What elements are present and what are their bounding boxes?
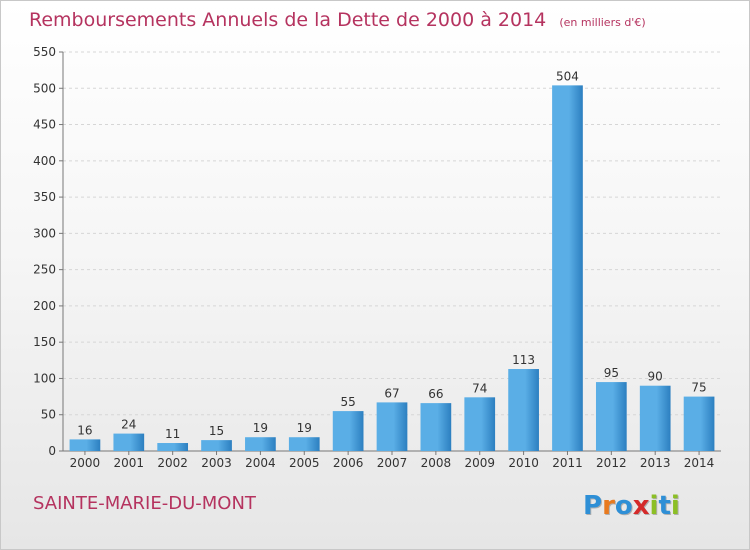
bar-value-label: 66 [428,387,443,401]
bar [639,385,671,451]
bar-value-label: 95 [604,366,619,380]
x-tick-label: 2002 [157,456,188,470]
bar-value-label: 67 [384,386,399,400]
logo-letter: r [602,491,615,521]
bar [288,437,320,451]
y-tick-label: 300 [33,226,56,240]
x-tick-label: 2001 [114,456,145,470]
logo-letter: P [583,491,603,521]
chart-title: Remboursements Annuels de la Dette de 20… [29,9,547,31]
y-tick-label: 400 [33,154,56,168]
x-tick-label: 2005 [289,456,320,470]
y-tick-label: 350 [33,190,56,204]
chart-subtitle: (en milliers d'€) [559,16,646,29]
x-tick-label: 2010 [508,456,539,470]
x-tick-label: 2004 [245,456,276,470]
bar-value-label: 75 [691,381,706,395]
bar-value-label: 74 [472,381,487,395]
bar-value-label: 90 [648,370,663,384]
bar-value-label: 11 [165,427,180,441]
x-tick-label: 2011 [552,456,583,470]
bar-value-label: 19 [297,421,312,435]
bar [508,369,539,451]
logo-letter: x [632,491,650,521]
bar [245,437,276,451]
bar [420,403,452,451]
x-tick-label: 2008 [421,456,452,470]
bar-value-label: 19 [253,421,268,435]
logo-letter: o [614,491,633,521]
x-tick-label: 2006 [333,456,364,470]
logo-letter: i [670,491,680,521]
bar [69,439,101,451]
y-tick-label: 500 [33,81,56,95]
logo-letter: t [658,491,671,521]
bar-value-label: 504 [556,69,579,83]
bar [201,440,232,451]
proxiti-logo: Proxiti [583,489,680,523]
x-tick-label: 2009 [464,456,495,470]
y-tick-label: 550 [33,45,56,59]
y-tick-label: 0 [48,444,56,458]
bar [113,433,145,451]
x-tick-label: 2013 [640,456,671,470]
bar [595,382,627,451]
x-tick-label: 2007 [377,456,408,470]
y-tick-label: 50 [41,408,56,422]
bar [332,411,364,451]
town-name: SAINTE-MARIE-DU-MONT [33,493,256,514]
bar-value-label: 16 [77,423,92,437]
y-tick-label: 200 [33,299,56,313]
chart-title-block: Remboursements Annuels de la Dette de 20… [29,9,646,31]
bar [157,443,189,451]
logo-letter: i [649,491,659,521]
bar-value-label: 24 [121,418,136,432]
bar-value-label: 55 [340,395,355,409]
x-tick-label: 2012 [596,456,627,470]
x-tick-label: 2000 [70,456,101,470]
y-tick-label: 100 [33,371,56,385]
bar-value-label: 15 [209,424,224,438]
bar [552,85,583,451]
bar [376,402,408,451]
bar-value-label: 113 [512,353,535,367]
x-tick-label: 2003 [201,456,232,470]
bar [683,396,715,451]
x-tick-label: 2014 [684,456,715,470]
y-tick-label: 150 [33,335,56,349]
y-tick-label: 250 [33,263,56,277]
y-tick-label: 450 [33,118,56,132]
bar [464,397,496,451]
